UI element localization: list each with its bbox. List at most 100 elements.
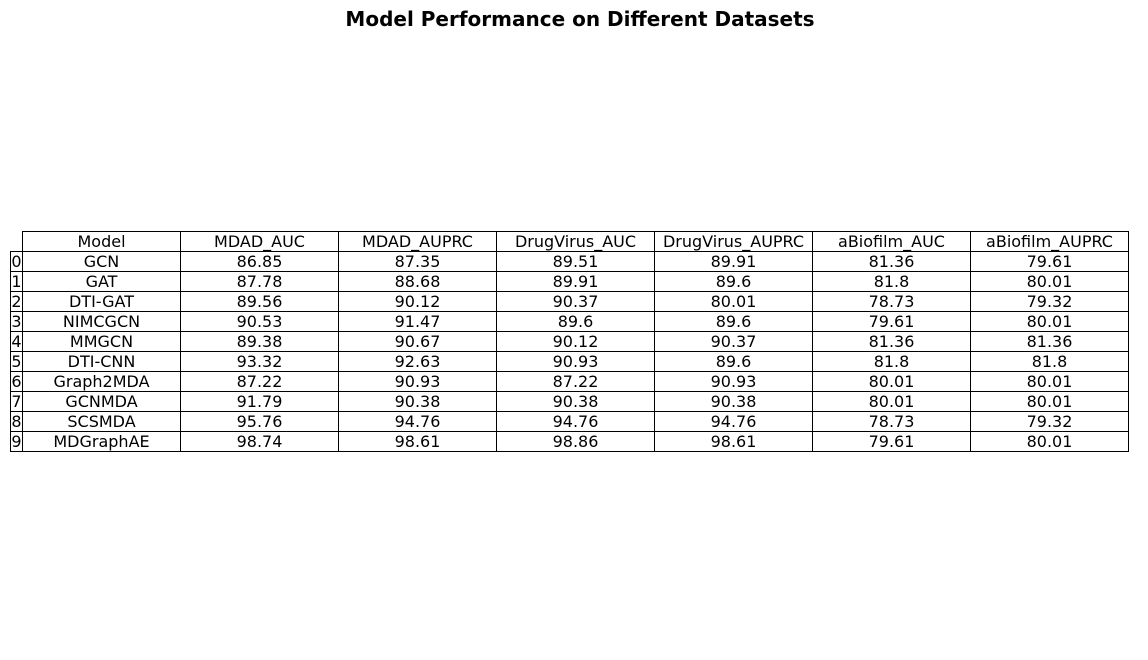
metric-cell: 87.35 [338,251,497,272]
row-index: 3 [10,311,23,332]
table-row: 6 Graph2MDA 87.22 90.93 87.22 90.93 80.01 80.01 [10,371,1129,392]
model-name-cell: MMGCN [22,331,181,352]
performance-table: Model MDAD_AUC MDAD_AUPRC DrugVirus_AUC … [10,231,1129,452]
model-name-cell: DTI-CNN [22,351,181,372]
row-index: 5 [10,351,23,372]
corner-cell [10,231,23,252]
metric-cell: 89.56 [180,291,339,312]
metric-cell: 78.73 [812,411,971,432]
metric-cell: 91.47 [338,311,497,332]
row-index: 0 [10,251,23,272]
model-name-cell: MDGraphAE [22,431,181,452]
metric-cell: 89.6 [654,271,813,292]
column-header: DrugVirus_AUC [496,231,655,252]
model-name-cell: DTI-GAT [22,291,181,312]
table-row: 2 DTI-GAT 89.56 90.12 90.37 80.01 78.73 79.32 [10,291,1129,312]
model-name-cell: SCSMDA [22,411,181,432]
metric-cell: 90.93 [654,371,813,392]
column-header: aBiofilm_AUPRC [970,231,1129,252]
metric-cell: 90.12 [338,291,497,312]
column-header: DrugVirus_AUPRC [654,231,813,252]
metric-cell: 79.61 [812,431,971,452]
metric-cell: 81.36 [812,251,971,272]
metric-cell: 98.61 [338,431,497,452]
model-name-cell: GCNMDA [22,391,181,412]
metric-cell: 94.76 [338,411,497,432]
metric-cell: 94.76 [496,411,655,432]
table-row: 3 NIMCGCN 90.53 91.47 89.6 89.6 79.61 80.01 [10,311,1129,332]
metric-cell: 80.01 [970,391,1129,412]
column-header: MDAD_AUC [180,231,339,252]
metric-cell: 80.01 [970,311,1129,332]
row-index: 6 [10,371,23,392]
table-row: 5 DTI-CNN 93.32 92.63 90.93 89.6 81.8 81.8 [10,351,1129,372]
metric-cell: 89.6 [496,311,655,332]
column-header: MDAD_AUPRC [338,231,497,252]
metric-cell: 95.76 [180,411,339,432]
table-body: 0 GCN 86.85 87.35 89.51 89.91 81.36 79.61 1 GAT 87… [10,251,1129,452]
metric-cell: 81.8 [970,351,1129,372]
metric-cell: 90.67 [338,331,497,352]
metric-cell: 80.01 [812,391,971,412]
metric-cell: 98.86 [496,431,655,452]
metric-cell: 79.32 [970,291,1129,312]
table-row: 8 SCSMDA 95.76 94.76 94.76 94.76 78.73 79.32 [10,411,1129,432]
table-row: 7 GCNMDA 91.79 90.38 90.38 90.38 80.01 80.01 [10,391,1129,412]
metric-cell: 80.01 [970,271,1129,292]
metric-cell: 90.38 [338,391,497,412]
chart-title: Model Performance on Different Datasets [345,7,815,31]
metric-cell: 87.78 [180,271,339,292]
metric-cell: 89.91 [654,251,813,272]
row-index: 7 [10,391,23,412]
metric-cell: 90.38 [496,391,655,412]
metric-cell: 78.73 [812,291,971,312]
metric-cell: 90.12 [496,331,655,352]
metric-cell: 81.36 [970,331,1129,352]
metric-cell: 94.76 [654,411,813,432]
metric-cell: 93.32 [180,351,339,372]
metric-cell: 79.32 [970,411,1129,432]
metric-cell: 90.93 [338,371,497,392]
model-name-cell: Graph2MDA [22,371,181,392]
metric-cell: 81.8 [812,351,971,372]
row-index: 4 [10,331,23,352]
metric-cell: 79.61 [970,251,1129,272]
column-header: Model [22,231,181,252]
metric-cell: 80.01 [812,371,971,392]
metric-cell: 90.37 [654,331,813,352]
metric-cell: 87.22 [180,371,339,392]
metric-cell: 81.36 [812,331,971,352]
metric-cell: 98.61 [654,431,813,452]
metric-cell: 81.8 [812,271,971,292]
metric-cell: 89.51 [496,251,655,272]
metric-cell: 80.01 [970,371,1129,392]
metric-cell: 90.37 [496,291,655,312]
model-name-cell: NIMCGCN [22,311,181,332]
metric-cell: 89.91 [496,271,655,292]
metric-cell: 86.85 [180,251,339,272]
row-index: 1 [10,271,23,292]
metric-cell: 80.01 [654,291,813,312]
metric-cell: 91.79 [180,391,339,412]
row-index: 2 [10,291,23,312]
metric-cell: 90.53 [180,311,339,332]
metric-cell: 90.93 [496,351,655,372]
metric-cell: 87.22 [496,371,655,392]
model-name-cell: GAT [22,271,181,292]
metric-cell: 89.6 [654,351,813,372]
metric-cell: 89.38 [180,331,339,352]
metric-cell: 90.38 [654,391,813,412]
row-index: 9 [10,431,23,452]
row-index: 8 [10,411,23,432]
column-header: aBiofilm_AUC [812,231,971,252]
metric-cell: 98.74 [180,431,339,452]
metric-cell: 80.01 [970,431,1129,452]
table-row: 1 GAT 87.78 88.68 89.91 89.6 81.8 80.01 [10,271,1129,292]
table-row: 4 MMGCN 89.38 90.67 90.12 90.37 81.36 81.36 [10,331,1129,352]
metric-cell: 89.6 [654,311,813,332]
metric-cell: 88.68 [338,271,497,292]
table-row: 0 GCN 86.85 87.35 89.51 89.91 81.36 79.61 [10,251,1129,272]
metric-cell: 92.63 [338,351,497,372]
metric-cell: 79.61 [812,311,971,332]
table-row: 9 MDGraphAE 98.74 98.61 98.86 98.61 79.61 80.01 [10,431,1129,452]
